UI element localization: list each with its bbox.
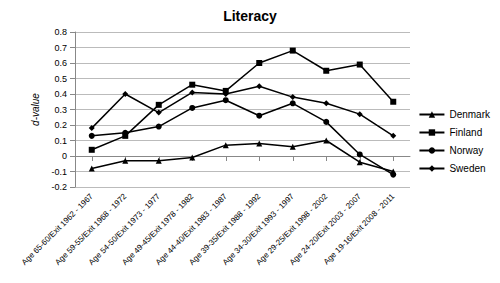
svg-text:Age 24-20/Exit 2003 - 2007: Age 24-20/Exit 2003 - 2007 [287,191,363,267]
svg-text:Age 39-35/Exit 1988 - 1992: Age 39-35/Exit 1988 - 1992 [187,191,263,267]
svg-text:Sweden: Sweden [449,163,485,174]
svg-text:Age 29-25/Exit 1998 - 2002: Age 29-25/Exit 1998 - 2002 [254,191,330,267]
svg-text:Age 59-55/Exit 1968 - 1972: Age 59-55/Exit 1968 - 1972 [53,191,129,267]
svg-text:Age 44-40/Exit 1983 - 1987: Age 44-40/Exit 1983 - 1987 [153,191,229,267]
svg-text:Finland: Finland [449,127,482,138]
svg-text:0: 0 [62,151,67,161]
svg-text:0.8: 0.8 [54,27,67,37]
svg-text:d-value: d-value [30,93,41,126]
svg-text:0.3: 0.3 [54,105,67,115]
svg-text:Age 34-30/Exit 1993 - 1997: Age 34-30/Exit 1993 - 1997 [220,191,296,267]
svg-text:0.2: 0.2 [54,120,67,130]
svg-text:Denmark: Denmark [449,109,491,120]
svg-text:0.5: 0.5 [54,74,67,84]
svg-text:0.7: 0.7 [54,43,67,53]
svg-text:Literacy: Literacy [223,8,277,24]
svg-text:Age 54-50/Exit 1973 - 1977: Age 54-50/Exit 1973 - 1977 [86,191,162,267]
svg-text:Age 49-45/Exit 1978 - 1982: Age 49-45/Exit 1978 - 1982 [120,191,196,267]
svg-text:-0.2: -0.2 [51,182,67,192]
svg-text:-0.1: -0.1 [51,167,67,177]
svg-text:0.1: 0.1 [54,136,67,146]
svg-text:Age 65-60/Exit 1962 - 1967: Age 65-60/Exit 1962 - 1967 [19,191,95,267]
svg-text:0.6: 0.6 [54,58,67,68]
svg-text:0.4: 0.4 [54,89,67,99]
svg-text:Norway: Norway [449,145,483,156]
svg-text:Age 19-16/Exit 2008 - 2011: Age 19-16/Exit 2008 - 2011 [322,191,397,266]
